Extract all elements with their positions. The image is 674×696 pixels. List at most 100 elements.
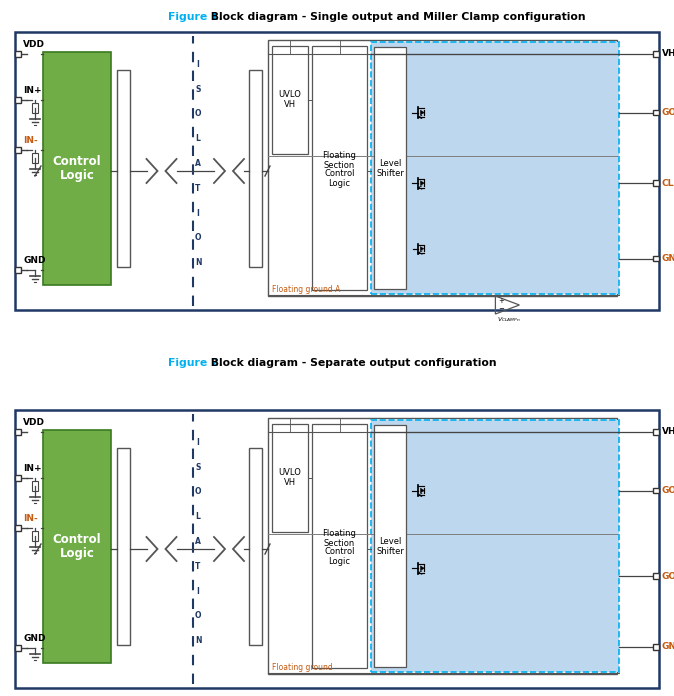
Text: I: I — [197, 209, 200, 218]
Text: A: A — [195, 537, 201, 546]
Text: GND: GND — [23, 634, 46, 643]
Bar — [43, 430, 111, 663]
Text: +: + — [498, 299, 504, 304]
Bar — [16, 525, 21, 531]
Bar — [653, 110, 658, 116]
Text: Level: Level — [379, 159, 401, 168]
Bar — [15, 32, 659, 310]
Bar — [32, 481, 38, 491]
Bar — [268, 40, 617, 296]
Bar — [32, 103, 38, 113]
Text: Logic: Logic — [59, 169, 94, 182]
Polygon shape — [421, 181, 425, 186]
Text: Figure 2.: Figure 2. — [168, 358, 223, 368]
Bar — [653, 256, 658, 262]
Text: Logic: Logic — [328, 178, 350, 187]
Text: GOUT: GOUT — [662, 108, 674, 117]
Text: Section: Section — [324, 539, 355, 548]
Text: IN+: IN+ — [23, 86, 42, 95]
Bar — [117, 70, 130, 267]
Text: I: I — [197, 587, 200, 596]
Bar — [16, 267, 21, 273]
Text: VDD: VDD — [23, 40, 45, 49]
Bar — [272, 46, 308, 154]
Bar — [117, 448, 130, 645]
Bar — [653, 574, 658, 579]
Polygon shape — [421, 566, 425, 571]
Text: VH: VH — [662, 427, 674, 436]
Bar — [653, 429, 658, 435]
Bar — [371, 42, 619, 294]
Text: I: I — [197, 438, 200, 447]
Text: IN+: IN+ — [23, 464, 42, 473]
Text: S: S — [195, 85, 201, 94]
Text: Floating ground A: Floating ground A — [272, 285, 340, 294]
Text: Shifter: Shifter — [376, 168, 404, 177]
Text: O: O — [195, 487, 202, 496]
Text: UVLO: UVLO — [278, 468, 301, 477]
Text: Level: Level — [379, 537, 401, 546]
Text: S: S — [195, 463, 201, 472]
Text: Logic: Logic — [328, 557, 350, 565]
Text: T: T — [195, 562, 201, 571]
Bar — [272, 424, 308, 532]
Text: Block diagram - Single output and Miller Clamp configuration: Block diagram - Single output and Miller… — [207, 12, 586, 22]
Text: L: L — [195, 134, 200, 143]
Text: Section: Section — [324, 161, 355, 170]
Text: GOFF: GOFF — [662, 571, 674, 580]
Bar — [249, 70, 262, 267]
Text: O: O — [195, 233, 202, 242]
Text: Logic: Logic — [59, 547, 94, 560]
Bar — [15, 410, 659, 688]
Bar — [653, 180, 658, 186]
Bar — [32, 153, 38, 163]
Bar — [32, 531, 38, 541]
Bar — [653, 52, 658, 57]
Text: I: I — [197, 60, 200, 69]
Text: GNDISO: GNDISO — [662, 642, 674, 651]
Bar — [371, 420, 619, 672]
Text: Floating: Floating — [323, 152, 357, 161]
Text: CLAMP: CLAMP — [662, 179, 674, 188]
Text: T: T — [195, 184, 201, 193]
Text: O: O — [195, 612, 202, 621]
Text: Floating: Floating — [323, 530, 357, 539]
Bar — [653, 488, 658, 493]
Bar — [249, 448, 262, 645]
Bar — [653, 644, 658, 649]
Text: N: N — [195, 258, 202, 267]
Bar — [16, 645, 21, 651]
Bar — [16, 52, 21, 57]
Polygon shape — [421, 488, 425, 493]
Bar — [374, 47, 406, 289]
Text: GON: GON — [662, 486, 674, 495]
Text: IN-: IN- — [23, 136, 38, 145]
Bar — [312, 424, 367, 668]
Bar — [16, 475, 21, 481]
Polygon shape — [421, 110, 425, 115]
Text: Control: Control — [324, 548, 355, 557]
Text: Control: Control — [324, 170, 355, 178]
Text: GNDISO: GNDISO — [662, 254, 674, 263]
Text: VH: VH — [284, 100, 296, 109]
Text: Shifter: Shifter — [376, 546, 404, 555]
Text: Control: Control — [53, 533, 101, 546]
Text: Figure 1.: Figure 1. — [168, 12, 222, 22]
Text: GND: GND — [23, 256, 46, 265]
Bar — [16, 97, 21, 103]
Bar — [268, 418, 617, 674]
Text: Control: Control — [53, 155, 101, 168]
Text: VH: VH — [662, 49, 674, 58]
Text: VH: VH — [284, 478, 296, 487]
Text: L: L — [195, 512, 200, 521]
Bar — [16, 148, 21, 152]
Text: VDD: VDD — [23, 418, 45, 427]
Bar — [312, 46, 367, 290]
Text: N: N — [195, 636, 202, 645]
Text: O: O — [195, 109, 202, 118]
Text: Floating ground: Floating ground — [272, 663, 333, 672]
Text: UVLO: UVLO — [278, 90, 301, 100]
Text: −: − — [498, 306, 504, 312]
Bar — [16, 429, 21, 435]
Text: A: A — [195, 159, 201, 168]
